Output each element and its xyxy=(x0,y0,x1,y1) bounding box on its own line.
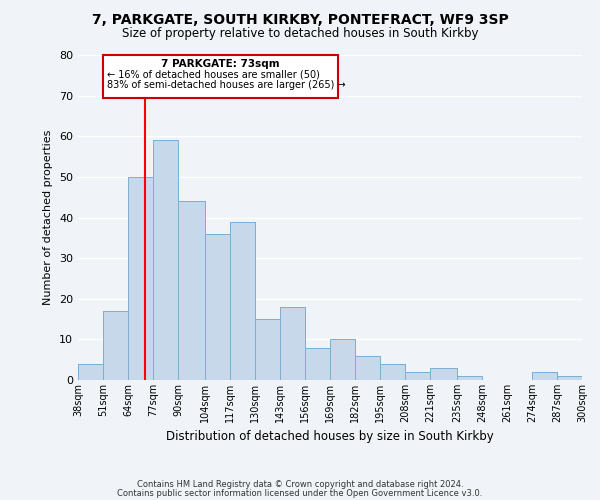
Bar xyxy=(255,319,280,380)
Bar xyxy=(280,307,305,380)
Bar xyxy=(355,356,380,380)
Text: 7, PARKGATE, SOUTH KIRKBY, PONTEFRACT, WF9 3SP: 7, PARKGATE, SOUTH KIRKBY, PONTEFRACT, W… xyxy=(92,12,508,26)
Bar xyxy=(255,319,280,380)
Bar xyxy=(557,376,582,380)
Bar xyxy=(230,222,255,380)
Bar xyxy=(532,372,557,380)
Text: 83% of semi-detached houses are larger (265) →: 83% of semi-detached houses are larger (… xyxy=(107,80,346,90)
Bar xyxy=(103,311,128,380)
Bar xyxy=(128,177,153,380)
Text: ← 16% of detached houses are smaller (50): ← 16% of detached houses are smaller (50… xyxy=(107,69,320,79)
Bar xyxy=(153,140,178,380)
Bar xyxy=(103,311,128,380)
Bar xyxy=(280,307,305,380)
Text: Size of property relative to detached houses in South Kirkby: Size of property relative to detached ho… xyxy=(122,28,478,40)
Bar xyxy=(457,376,482,380)
Bar xyxy=(430,368,457,380)
Y-axis label: Number of detached properties: Number of detached properties xyxy=(43,130,53,305)
FancyBboxPatch shape xyxy=(103,55,338,98)
Bar xyxy=(230,222,255,380)
Bar xyxy=(380,364,405,380)
Bar xyxy=(305,348,330,380)
Text: Contains HM Land Registry data © Crown copyright and database right 2024.: Contains HM Land Registry data © Crown c… xyxy=(137,480,463,489)
Bar xyxy=(305,348,330,380)
Bar xyxy=(78,364,103,380)
Bar xyxy=(557,376,582,380)
Bar xyxy=(405,372,430,380)
Bar xyxy=(205,234,230,380)
Bar xyxy=(330,340,355,380)
Bar xyxy=(78,364,103,380)
Bar xyxy=(178,201,205,380)
X-axis label: Distribution of detached houses by size in South Kirkby: Distribution of detached houses by size … xyxy=(166,430,494,444)
Bar xyxy=(205,234,230,380)
Bar xyxy=(380,364,405,380)
Text: Contains public sector information licensed under the Open Government Licence v3: Contains public sector information licen… xyxy=(118,488,482,498)
Bar xyxy=(457,376,482,380)
Bar xyxy=(430,368,457,380)
Bar xyxy=(128,177,153,380)
Bar xyxy=(355,356,380,380)
Bar xyxy=(330,340,355,380)
Bar xyxy=(153,140,178,380)
Bar xyxy=(178,201,205,380)
Text: 7 PARKGATE: 73sqm: 7 PARKGATE: 73sqm xyxy=(161,59,280,69)
Bar xyxy=(405,372,430,380)
Bar xyxy=(532,372,557,380)
